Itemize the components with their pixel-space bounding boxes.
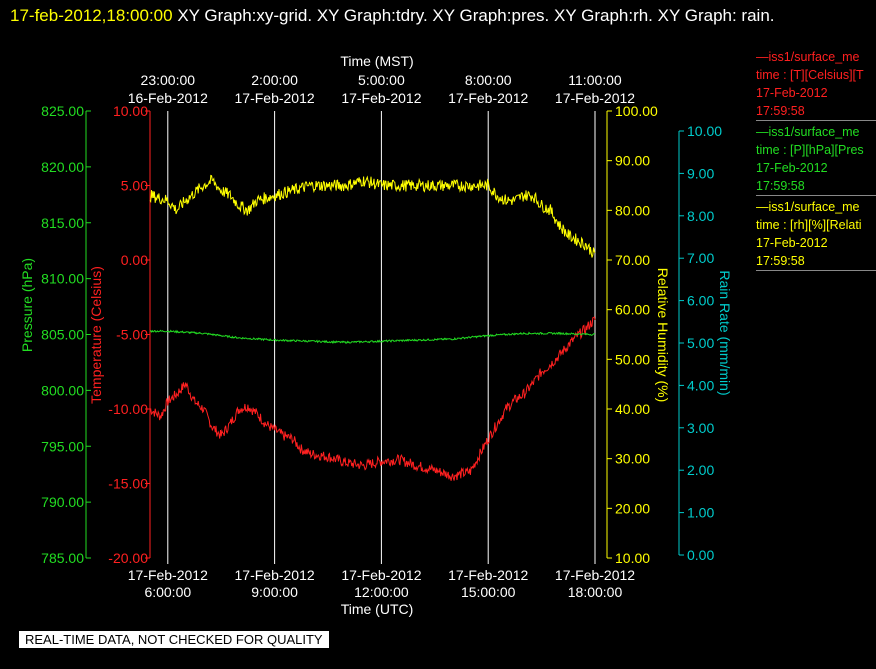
humidity-tick-label: 60.00 — [615, 302, 650, 318]
legend-humidity-line3: 17-Feb-2012 — [756, 236, 828, 250]
top-tick-time: 5:00:00 — [358, 72, 405, 88]
quality-warning-label: REAL-TIME DATA, NOT CHECKED FOR QUALITY — [19, 631, 329, 648]
legend: —iss1/surface_me time : [T][Celsius][T 1… — [756, 48, 876, 273]
legend-humidity-line1: —iss1/surface_me — [756, 200, 860, 214]
pressure-tick-label: 815.00 — [41, 215, 84, 231]
humidity-tick-label: 10.00 — [615, 550, 650, 566]
rain-tick-label: 6.00 — [687, 293, 714, 309]
bottom-tick-date: 17-Feb-2012 — [341, 567, 421, 583]
legend-temperature-line2: time : [T][Celsius][T — [756, 68, 864, 82]
legend-pressure-line2: time : [P][hPa][Pres — [756, 143, 864, 157]
humidity-tick-label: 90.00 — [615, 153, 650, 169]
legend-temperature-line3: 17-Feb-2012 — [756, 86, 828, 100]
legend-temperature-line1: —iss1/surface_me — [756, 50, 860, 64]
legend-pressure-line3: 17-Feb-2012 — [756, 161, 828, 175]
bottom-tick-time: 12:00:00 — [354, 584, 409, 600]
rain-tick-label: 2.00 — [687, 462, 714, 478]
rain-axis-label: Rain Rate (mm/min) — [717, 270, 733, 395]
pressure-tick-label: 790.00 — [41, 494, 84, 510]
rain-tick-label: 8.00 — [687, 208, 714, 224]
pressure-tick-label: 810.00 — [41, 271, 84, 287]
bottom-tick-date: 17-Feb-2012 — [128, 567, 208, 583]
bottom-tick-date: 17-Feb-2012 — [555, 567, 635, 583]
top-tick-date: 16-Feb-2012 — [128, 90, 208, 106]
top-tick-time: 11:00:00 — [568, 72, 622, 88]
temperature-tick-label: 10.00 — [113, 103, 148, 119]
pressure-tick-label: 785.00 — [41, 550, 84, 566]
top-tick-time: 8:00:00 — [465, 72, 512, 88]
bottom-tick-time: 9:00:00 — [251, 584, 298, 600]
top-tick-date: 17-Feb-2012 — [555, 90, 635, 106]
title-text: XY Graph:xy-grid. XY Graph:tdry. XY Grap… — [172, 6, 775, 25]
rain-tick-label: 5.00 — [687, 335, 714, 351]
legend-pressure-line1: —iss1/surface_me — [756, 125, 860, 139]
humidity-tick-label: 30.00 — [615, 451, 650, 467]
pressure-tick-label: 825.00 — [41, 103, 84, 119]
pressure-axis-label: Pressure (hPa) — [19, 258, 35, 352]
legend-pressure-line4: 17:59:58 — [756, 179, 805, 193]
top-tick-time: 2:00:00 — [251, 72, 298, 88]
top-axis-label: Time (MST) — [340, 53, 413, 69]
window-title: 17-feb-2012,18:00:00 XY Graph:xy-grid. X… — [10, 2, 860, 30]
bottom-tick-time: 18:00:00 — [568, 584, 623, 600]
bottom-tick-date: 17-Feb-2012 — [235, 567, 315, 583]
temperature-tick-label: 5.00 — [121, 178, 148, 194]
rain-tick-label: 7.00 — [687, 250, 714, 266]
temperature-tick-label: 0.00 — [121, 252, 148, 268]
legend-humidity-line4: 17:59:58 — [756, 254, 805, 268]
humidity-tick-label: 40.00 — [615, 401, 650, 417]
temperature-tick-label: -20.00 — [108, 550, 148, 566]
bottom-tick-time: 15:00:00 — [461, 584, 516, 600]
temperature-tick-label: -15.00 — [108, 476, 148, 492]
pressure-tick-label: 800.00 — [41, 382, 84, 398]
temperature-series-line — [149, 316, 596, 481]
pressure-series-line — [149, 329, 596, 344]
title-timestamp: 17-feb-2012,18:00:00 — [10, 6, 173, 25]
rain-tick-label: 9.00 — [687, 165, 714, 181]
temperature-tick-label: -5.00 — [116, 327, 148, 343]
humidity-axis-label: Relative Humidity (%) — [655, 268, 671, 403]
rain-tick-label: 0.00 — [687, 547, 714, 563]
temperature-tick-label: -10.00 — [108, 401, 148, 417]
legend-humidity-line2: time : [rh][%][Relati — [756, 218, 862, 232]
top-tick-date: 17-Feb-2012 — [341, 90, 421, 106]
rain-tick-label: 3.00 — [687, 420, 714, 436]
bottom-tick-date: 17-Feb-2012 — [448, 567, 528, 583]
pressure-tick-label: 820.00 — [41, 159, 84, 175]
humidity-tick-label: 50.00 — [615, 351, 650, 367]
humidity-tick-label: 100.00 — [615, 103, 658, 119]
humidity-tick-label: 80.00 — [615, 202, 650, 218]
bottom-tick-time: 6:00:00 — [144, 584, 191, 600]
humidity-tick-label: 20.00 — [615, 500, 650, 516]
top-tick-time: 23:00:00 — [141, 72, 196, 88]
legend-entry-pressure: —iss1/surface_me time : [P][hPa][Pres 17… — [756, 123, 876, 196]
pressure-tick-label: 795.00 — [41, 438, 84, 454]
humidity-series-line — [149, 174, 596, 258]
legend-temperature-line4: 17:59:58 — [756, 104, 805, 118]
pressure-tick-label: 805.00 — [41, 327, 84, 343]
bottom-axis-label: Time (UTC) — [341, 601, 414, 617]
legend-entry-temperature: —iss1/surface_me time : [T][Celsius][T 1… — [756, 48, 876, 121]
top-tick-date: 17-Feb-2012 — [235, 90, 315, 106]
temperature-axis-label: Temperature (Celsius) — [88, 266, 104, 404]
rain-tick-label: 1.00 — [687, 505, 714, 521]
humidity-tick-label: 70.00 — [615, 252, 650, 268]
top-tick-date: 17-Feb-2012 — [448, 90, 528, 106]
legend-entry-humidity: —iss1/surface_me time : [rh][%][Relati 1… — [756, 198, 876, 271]
rain-tick-label: 4.00 — [687, 377, 714, 393]
rain-tick-label: 10.00 — [687, 123, 722, 139]
